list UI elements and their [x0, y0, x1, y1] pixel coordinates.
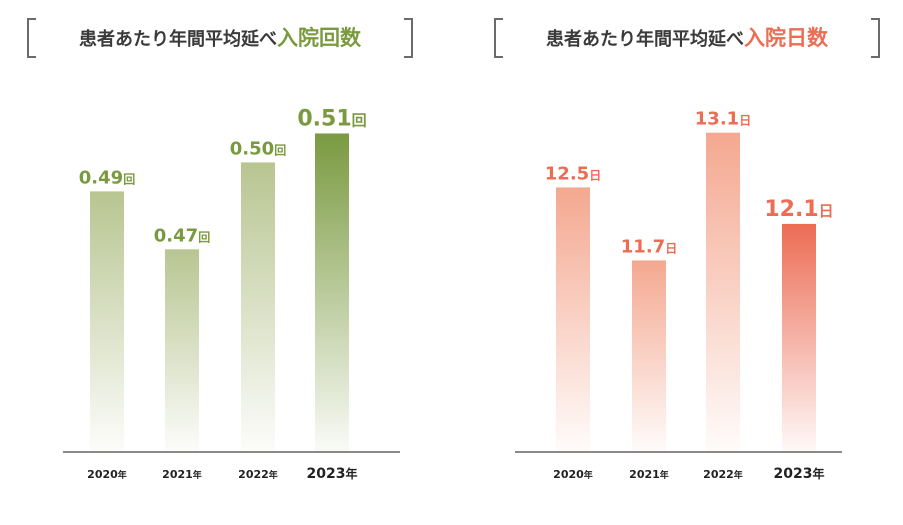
- x-tick-2023: 2023年: [307, 466, 358, 482]
- value-label-2023: 0.51回: [297, 106, 366, 131]
- chart-title-days: 患者あたり年間平均延べ入院日数: [494, 18, 880, 58]
- bar-2022: [241, 162, 275, 452]
- title-prefix: 患者あたり年間平均延べ: [79, 29, 277, 50]
- value-label-2021: 11.7日: [621, 236, 677, 257]
- bar-2023: [782, 223, 816, 452]
- x-tick-2022: 2022年: [238, 468, 278, 481]
- value-label-2020: 12.5日: [545, 163, 601, 184]
- value-label-2023: 12.1日: [764, 197, 833, 222]
- x-tick-2021: 2021年: [629, 468, 669, 481]
- left-bracket: [494, 18, 503, 58]
- chart-title-admissions: 患者あたり年間平均延べ入院回数: [27, 18, 413, 58]
- right-bracket: [871, 18, 880, 58]
- title-prefix: 患者あたり年間平均延べ: [546, 29, 744, 50]
- bar-2020: [90, 191, 124, 452]
- value-label-2021: 0.47回: [154, 225, 210, 246]
- bar-2022: [706, 132, 740, 452]
- bar-2023: [315, 133, 349, 452]
- x-tick-2022: 2022年: [703, 468, 743, 481]
- x-tick-2020: 2020年: [87, 468, 127, 481]
- value-label-2022: 0.50回: [230, 138, 286, 159]
- value-label-2022: 13.1日: [695, 109, 751, 130]
- title-highlight: 入院日数: [744, 26, 828, 50]
- admissions-bar-chart: 0.49回 2020年 0.47回 2021年 0.50回 2022年 0.51回 2023年: [63, 106, 400, 482]
- bar-2020: [556, 187, 590, 452]
- days-bar-chart: 12.5日 2020年 11.7日 2021年 13.1日 2022年 12.1日 2023年: [515, 109, 842, 482]
- x-tick-2023: 2023年: [774, 466, 825, 482]
- value-label-2020: 0.49回: [79, 167, 135, 188]
- title-highlight: 入院回数: [277, 26, 361, 50]
- right-bracket: [404, 18, 413, 58]
- left-bracket: [27, 18, 36, 58]
- x-tick-2020: 2020年: [553, 468, 593, 481]
- x-tick-2021: 2021年: [162, 468, 202, 481]
- bar-2021: [165, 249, 199, 452]
- bar-2021: [632, 260, 666, 452]
